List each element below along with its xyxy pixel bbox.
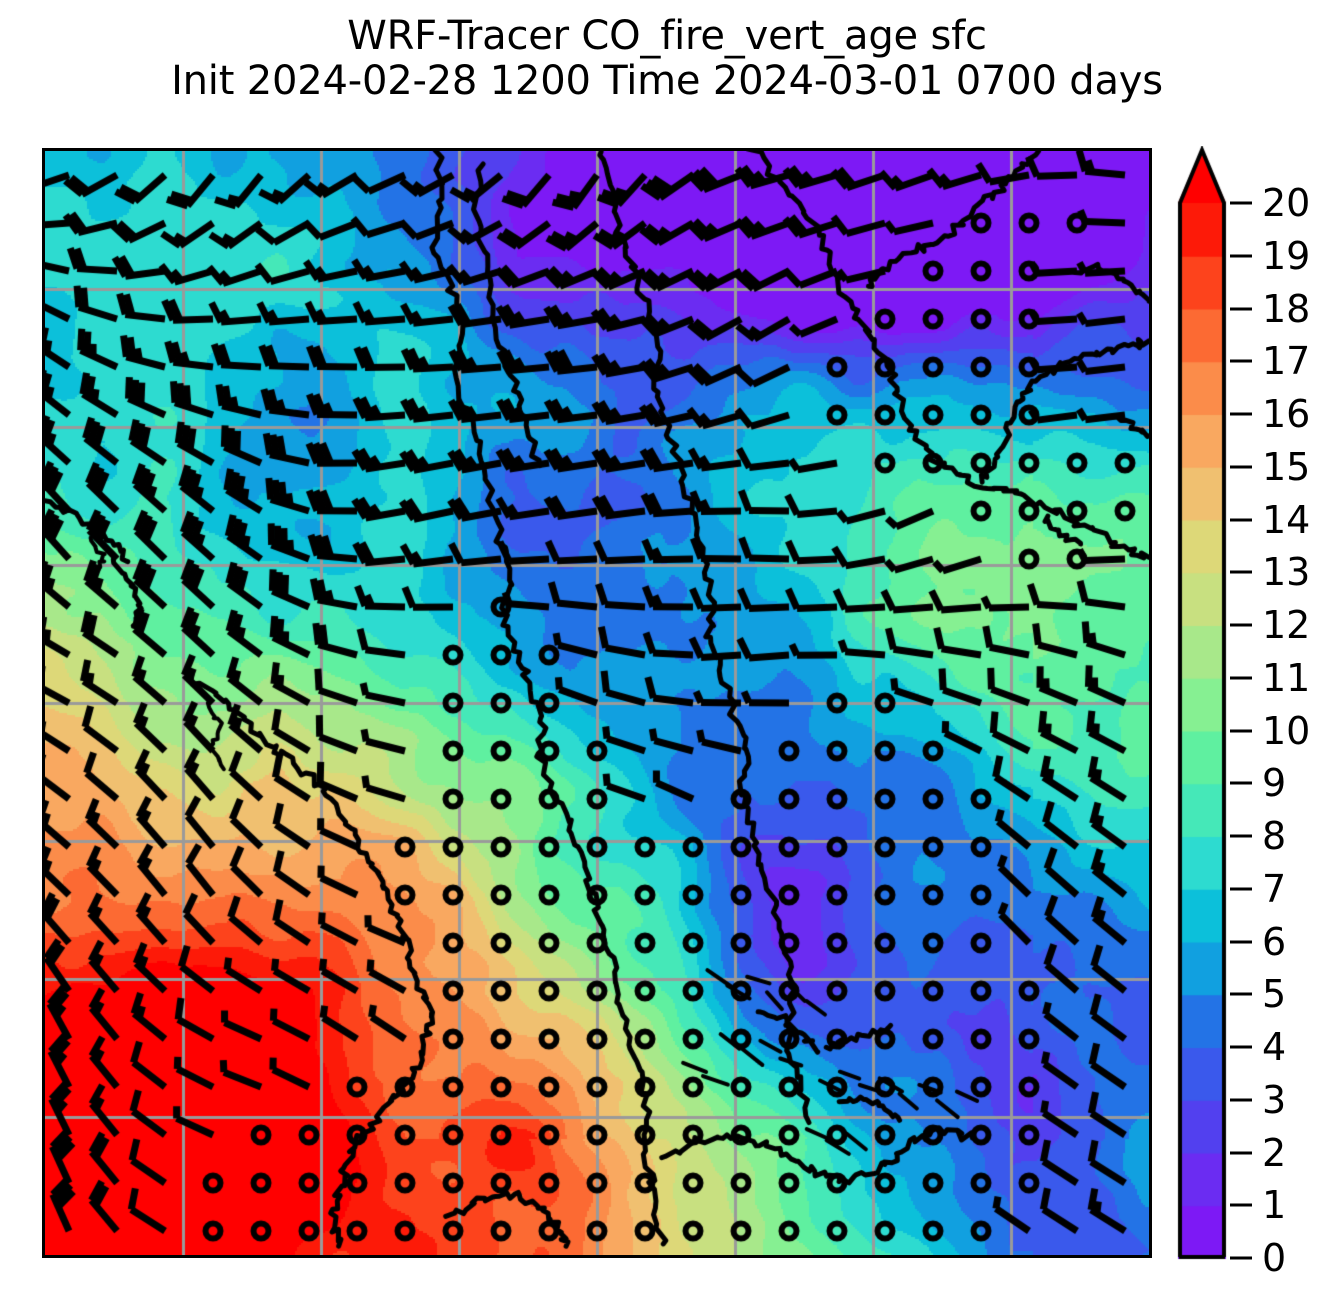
colorbar-tick-label: 3 [1262, 1077, 1287, 1122]
colorbar-tick-label: 7 [1262, 866, 1287, 911]
colorbar-tick-mark [1230, 412, 1252, 416]
colorbar-tick-mark [1230, 887, 1252, 891]
title-line-times: Init 2024-02-28 1200 Time 2024-03-01 070… [171, 57, 1163, 104]
colorbar-tick-labels: 20 19 18 17 16 15 14 13 12 11 10 9 8 7 6 5 4 3 2 1 0 [1230, 146, 1334, 1277]
colorbar-tick-mark [1230, 834, 1252, 838]
colorbar-tick-mark [1230, 1151, 1252, 1154]
colorbar-tick-label: 11 [1262, 655, 1311, 700]
colorbar-tick-mark [1230, 570, 1252, 574]
colorbar-tick-mark [1230, 254, 1252, 258]
colorbar-tick-label: 1 [1262, 1183, 1287, 1228]
colorbar-tick-mark [1230, 623, 1252, 627]
colorbar-tick-label: 19 [1262, 233, 1311, 278]
colorbar-tick-mark [1230, 992, 1252, 996]
colorbar-tick-mark [1230, 1045, 1252, 1049]
colorbar-tick-label: 18 [1262, 286, 1311, 331]
colorbar-tick-mark [1230, 359, 1252, 363]
tracer-field-canvas [45, 151, 1149, 1255]
colorbar-tick-label: 6 [1262, 919, 1287, 964]
colorbar-tick-mark [1230, 940, 1252, 943]
colorbar-tick-mark [1230, 676, 1252, 680]
colorbar-tick-label: 9 [1262, 761, 1287, 806]
colorbar-tick-mark [1230, 729, 1252, 732]
colorbar-tick-label: 4 [1262, 1025, 1287, 1069]
colorbar-tick-mark [1230, 201, 1252, 205]
colorbar-tick-mark [1230, 1203, 1252, 1207]
colorbar-tick-label: 5 [1262, 972, 1287, 1017]
colorbar-tick-label: 15 [1262, 444, 1311, 489]
colorbar-tick-label: 0 [1262, 1236, 1287, 1280]
colorbar-tick-label: 10 [1262, 708, 1311, 753]
colorbar-tick-mark [1230, 465, 1252, 469]
colorbar-tick-label: 13 [1262, 550, 1311, 595]
colorbar: 20 19 18 17 16 15 14 13 12 11 10 9 8 7 6 5 4 3 2 1 0 [1170, 146, 1334, 1277]
colorbar-gradient [1170, 146, 1334, 1261]
colorbar-tick-label: 17 [1262, 339, 1311, 384]
colorbar-tick-mark [1230, 1256, 1252, 1260]
colorbar-tick-label: 2 [1262, 1130, 1287, 1175]
colorbar-tick-mark [1230, 1098, 1252, 1102]
title-line-variable: WRF-Tracer CO_fire_vert_age sfc [347, 13, 987, 59]
colorbar-tick-label: 12 [1262, 603, 1311, 647]
page-title: WRF-Tracer CO_fire_vert_age sfc Init 202… [0, 14, 1334, 104]
colorbar-tick-label: 20 [1262, 181, 1311, 225]
map-plot-area [42, 148, 1152, 1258]
colorbar-tick-mark [1230, 518, 1252, 521]
colorbar-tick-label: 14 [1262, 497, 1311, 542]
colorbar-tick-label: 8 [1262, 814, 1287, 858]
colorbar-tick-mark [1230, 307, 1252, 310]
colorbar-tick-label: 16 [1262, 392, 1311, 436]
colorbar-tick-mark [1230, 781, 1252, 785]
